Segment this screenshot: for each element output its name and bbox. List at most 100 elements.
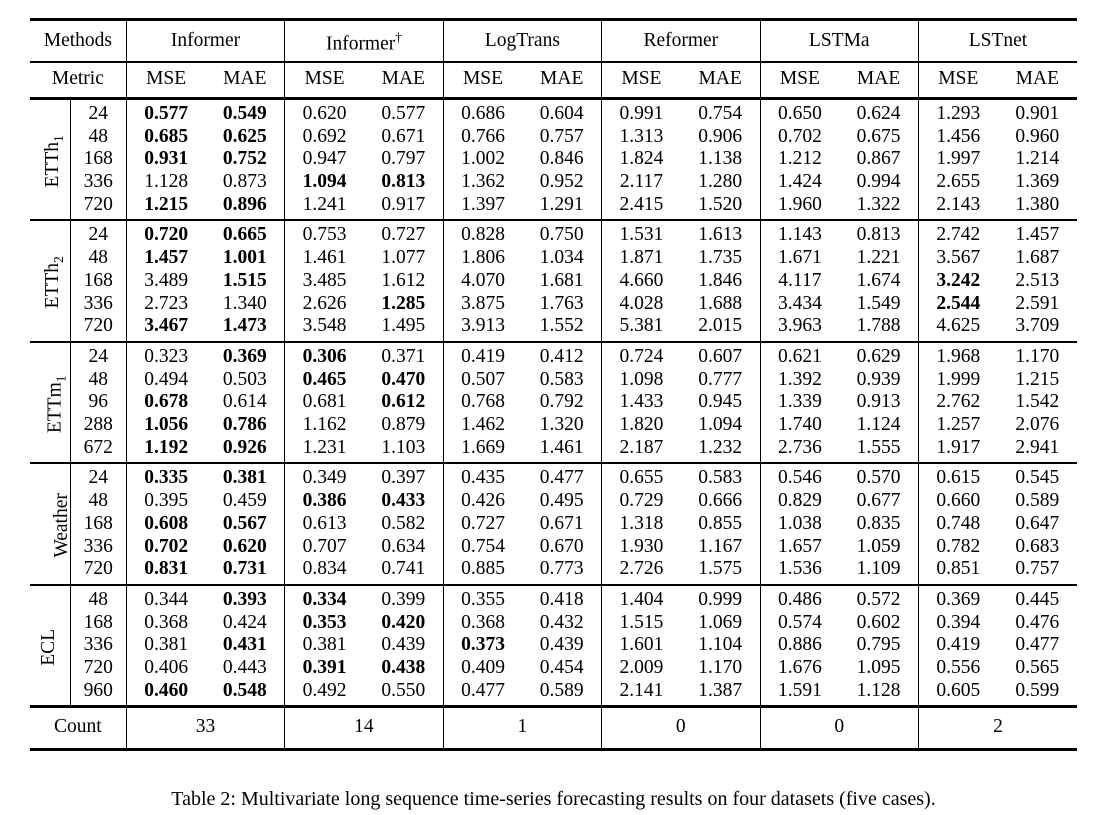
table-row: 168 0.608 0.567 0.613 0.582 0.727 0.671 1.318 0.… — [30, 512, 1077, 536]
count-cell: 0 — [601, 706, 761, 750]
count-cell: 1 — [443, 706, 603, 750]
dataset-subscript: 2 — [50, 256, 66, 264]
metric-header: MAE — [522, 62, 603, 99]
value-cell: 0.768 — [461, 391, 505, 413]
value-cell: 1.221 — [839, 247, 919, 270]
value-cell: 0.939 — [839, 368, 919, 392]
value-cell: 1.318 — [619, 512, 664, 534]
value-cell: 0.391 — [302, 657, 347, 679]
horizon-cell: 24 — [70, 463, 127, 491]
value-cell: 1.095 — [839, 657, 919, 680]
value-cell: 0.625 — [205, 125, 286, 149]
value-cell: 3.485 — [302, 269, 347, 291]
value-cell: 1.170 — [1015, 345, 1060, 367]
value-cell: 0.886 — [777, 634, 822, 656]
value-cell: 0.729 — [619, 490, 664, 512]
value-cell: 1.520 — [680, 193, 761, 221]
value-cell: 0.753 — [302, 224, 347, 246]
horizon-cell: 336 — [70, 634, 127, 658]
method-header: LogTrans — [443, 19, 603, 63]
value-cell: 0.741 — [363, 558, 444, 585]
value-cell: 0.349 — [302, 467, 347, 489]
dataset-subscript: 1 — [50, 135, 66, 142]
value-cell: 1.461 — [522, 436, 603, 464]
horizon-cell: 24 — [70, 98, 127, 126]
value-cell: 0.879 — [363, 414, 444, 437]
value-cell: 0.567 — [205, 512, 286, 536]
value-cell: 0.846 — [522, 148, 603, 172]
metric-header: MSE — [304, 68, 345, 90]
value-cell: 0.492 — [302, 679, 347, 701]
value-cell: 0.692 — [302, 125, 347, 147]
dataset-label: ETTh1 — [30, 98, 71, 221]
value-cell: 0.621 — [777, 345, 822, 367]
value-cell: 0.420 — [363, 611, 444, 635]
value-cell: 0.797 — [363, 148, 444, 172]
metric-header: MSE — [938, 68, 979, 90]
value-cell: 0.754 — [461, 535, 505, 557]
method-header: LSTnet — [968, 30, 1028, 52]
method-header: LSTMa — [760, 19, 919, 63]
value-cell: 0.650 — [777, 102, 822, 124]
value-cell: 0.353 — [302, 611, 347, 633]
value-cell: 2.591 — [1015, 292, 1060, 314]
value-cell: 0.702 — [777, 125, 822, 147]
value-cell: 1.688 — [680, 292, 761, 316]
value-cell: 1.515 — [205, 269, 286, 293]
value-cell: 1.687 — [1015, 247, 1060, 269]
value-cell: 1.788 — [839, 315, 919, 342]
value-cell: 0.813 — [363, 171, 444, 194]
value-cell: 0.720 — [144, 224, 189, 246]
value-cell: 1.846 — [680, 269, 761, 293]
method-header: Informer† — [284, 19, 444, 63]
value-cell: 0.355 — [461, 588, 505, 610]
horizon-cell: 168 — [70, 611, 127, 635]
value-cell: 4.117 — [778, 269, 822, 291]
count-cell: 14 — [284, 706, 444, 750]
value-cell: 1.613 — [680, 220, 761, 248]
value-cell: 0.470 — [363, 368, 444, 392]
value-cell: 0.624 — [839, 98, 919, 126]
table-row: 288 1.056 0.786 1.162 0.879 1.462 1.320 1.820 1.… — [30, 414, 1077, 437]
value-cell: 0.670 — [522, 535, 603, 559]
value-cell: 1.369 — [1015, 171, 1060, 193]
value-cell: 2.015 — [680, 315, 761, 342]
value-cell: 0.931 — [144, 148, 189, 170]
value-cell: 0.583 — [680, 463, 761, 491]
value-cell: 1.968 — [936, 345, 981, 367]
value-cell: 1.215 — [144, 193, 189, 215]
value-cell: 1.214 — [1015, 148, 1060, 170]
value-cell: 1.380 — [1015, 193, 1060, 215]
value-cell: 0.335 — [144, 467, 189, 489]
value-cell: 0.582 — [363, 512, 444, 536]
dataset-label: Weather — [30, 463, 72, 585]
value-cell: 0.503 — [205, 368, 286, 392]
value-cell: 1.104 — [680, 634, 761, 658]
value-cell: 1.340 — [205, 292, 286, 316]
value-cell: 0.683 — [1015, 535, 1060, 557]
value-cell: 2.117 — [619, 171, 664, 193]
count-label: Count — [30, 706, 127, 750]
count-cell: 0 — [760, 706, 919, 750]
value-cell: 0.750 — [522, 220, 603, 248]
value-cell: 0.381 — [144, 634, 189, 656]
value-cell: 0.945 — [680, 391, 761, 415]
value-cell: 0.952 — [522, 171, 603, 194]
value-cell: 0.583 — [522, 368, 603, 392]
value-cell: 3.434 — [777, 292, 822, 314]
value-cell: 0.418 — [522, 584, 603, 612]
value-cell: 2.762 — [936, 391, 981, 413]
value-cell: 0.665 — [205, 220, 286, 248]
value-cell: 1.997 — [936, 148, 981, 170]
horizon-cell: 48 — [70, 125, 127, 149]
value-cell: 0.829 — [777, 490, 822, 512]
value-cell: 1.473 — [205, 315, 286, 342]
value-cell: 0.660 — [936, 490, 981, 512]
table-row: 336 0.702 0.620 0.707 0.634 0.754 0.670 1.930 1.… — [30, 535, 1077, 559]
value-cell: 3.567 — [936, 247, 981, 269]
value-cell: 1.232 — [680, 436, 761, 464]
value-cell: 0.438 — [363, 657, 444, 680]
value-cell: 0.885 — [461, 558, 505, 580]
value-cell: 0.786 — [205, 414, 286, 437]
metric-header: MSE — [779, 68, 820, 90]
